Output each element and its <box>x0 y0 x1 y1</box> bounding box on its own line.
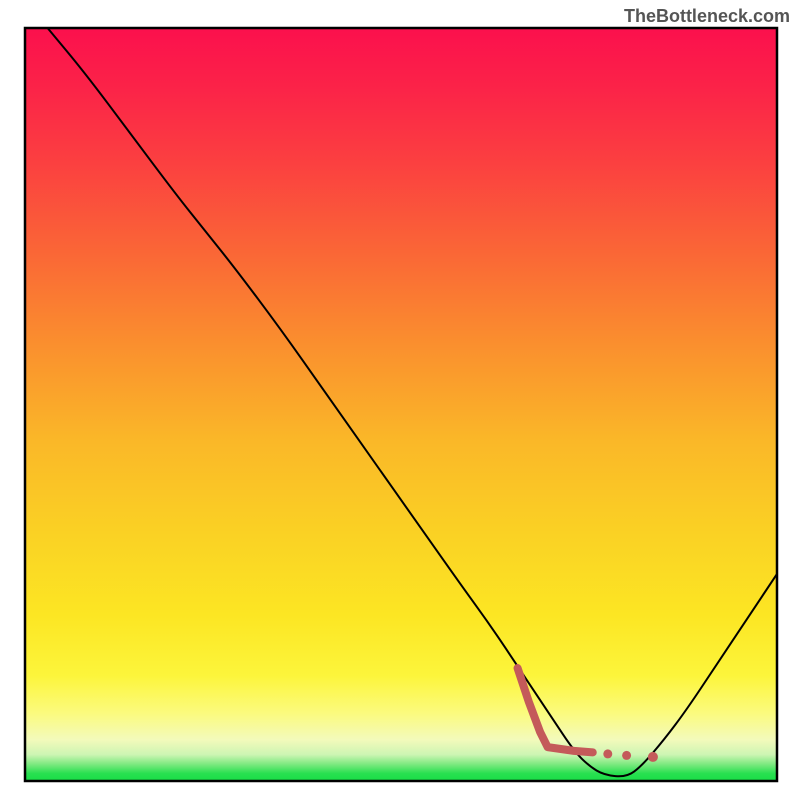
marker-dot <box>603 749 612 758</box>
marker-dot <box>648 752 658 762</box>
attribution-text: TheBottleneck.com <box>624 6 790 27</box>
plot-area <box>0 0 800 800</box>
bottleneck-curve-chart <box>0 0 800 800</box>
chart-container: TheBottleneck.com <box>0 0 800 800</box>
marker-dot <box>622 751 631 760</box>
